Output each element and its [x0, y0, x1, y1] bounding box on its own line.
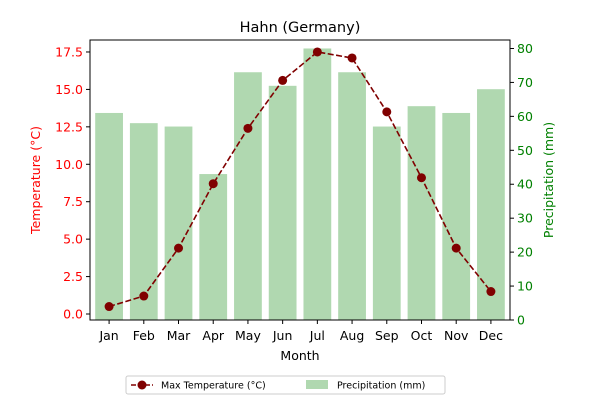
temperature-point-may [243, 123, 253, 133]
x-tick-label: Feb [133, 328, 155, 343]
precipitation-bar-nov [442, 112, 471, 320]
legend-label-temperature: Max Temperature (°C) [161, 381, 266, 392]
legend: Max Temperature (°C) Precipitation (mm) [125, 375, 446, 395]
right-axis-ticks: 0 10 20 30 40 50 60 70 80 [510, 41, 533, 328]
right-tick-label: 30 [517, 211, 533, 226]
precipitation-bar-oct [407, 106, 436, 320]
left-tick-label: 0.0 [63, 307, 83, 322]
x-tick-label: Jan [98, 328, 118, 343]
temperature-point-jan [104, 302, 114, 312]
temperature-point-feb [139, 291, 149, 301]
precipitation-bars [95, 48, 505, 321]
legend-box [125, 375, 446, 395]
left-tick-label: 15.0 [55, 82, 83, 97]
chart-title: Hahn (Germany) [240, 20, 361, 36]
x-tick-label: Oct [411, 328, 433, 343]
temperature-point-nov [451, 243, 461, 253]
precipitation-bar-sep [372, 126, 401, 320]
precipitation-bar-mar [164, 126, 193, 320]
precipitation-bar-aug [338, 72, 366, 320]
left-axis-label: Temperature (°C) [28, 126, 43, 235]
precipitation-bar-dec [477, 89, 505, 320]
left-tick-label: 5.0 [63, 232, 83, 247]
right-tick-label: 0 [517, 313, 525, 328]
left-tick-label: 12.5 [55, 119, 83, 134]
left-tick-label: 17.5 [55, 44, 83, 59]
precipitation-bar-jan [95, 112, 123, 320]
temperature-point-oct [416, 173, 426, 183]
x-tick-label: Dec [479, 328, 503, 343]
temperature-point-dec [486, 287, 496, 297]
plot-area-frame [89, 39, 511, 321]
precipitation-bar-jul [303, 48, 332, 320]
x-tick-label: Sep [375, 328, 399, 343]
precipitation-bar-jun [268, 85, 297, 321]
x-tick-label: Nov [444, 328, 469, 343]
temperature-point-aug [347, 53, 357, 63]
legend-marker-swatch [137, 380, 147, 390]
temperature-point-apr [208, 179, 218, 189]
temperature-point-mar [174, 243, 184, 253]
right-axis-label: Precipitation (mm) [541, 122, 556, 238]
x-tick-label: Aug [340, 328, 364, 343]
legend-label-precipitation: Precipitation (mm) [337, 381, 425, 392]
temperature-line [108, 51, 492, 308]
x-tick-label: Apr [202, 328, 224, 343]
legend-bar-swatch [306, 380, 328, 389]
left-tick-label: 10.0 [55, 157, 83, 172]
x-axis-label: Month [280, 348, 319, 363]
right-tick-label: 60 [517, 109, 533, 124]
x-tick-label: Jul [309, 328, 325, 343]
right-tick-label: 10 [517, 279, 533, 294]
temperature-point-sep [382, 107, 392, 117]
x-tick-label: Mar [167, 328, 191, 343]
x-axis-ticks: Jan Feb Mar Apr May Jun Jul Aug Sep Oct Nov Dec [98, 320, 503, 343]
x-tick-label: Jun [272, 328, 293, 343]
right-tick-label: 20 [517, 245, 533, 260]
temperature-point-jun [278, 75, 288, 85]
temperature-point-jul [312, 47, 322, 57]
temperature-line-series [104, 47, 496, 312]
precipitation-bar-feb [129, 123, 158, 320]
right-tick-label: 80 [517, 41, 533, 56]
precipitation-bar-may [234, 72, 262, 320]
right-tick-label: 40 [517, 177, 533, 192]
right-tick-label: 50 [517, 143, 533, 158]
left-axis-ticks: 0.0 2.5 5.0 7.5 10.0 12.5 15.0 17.5 [55, 44, 90, 322]
x-tick-label: May [235, 328, 261, 343]
right-tick-label: 70 [517, 75, 533, 90]
precipitation-bar-apr [199, 174, 228, 320]
left-tick-label: 7.5 [63, 194, 83, 209]
left-tick-label: 2.5 [63, 269, 83, 284]
